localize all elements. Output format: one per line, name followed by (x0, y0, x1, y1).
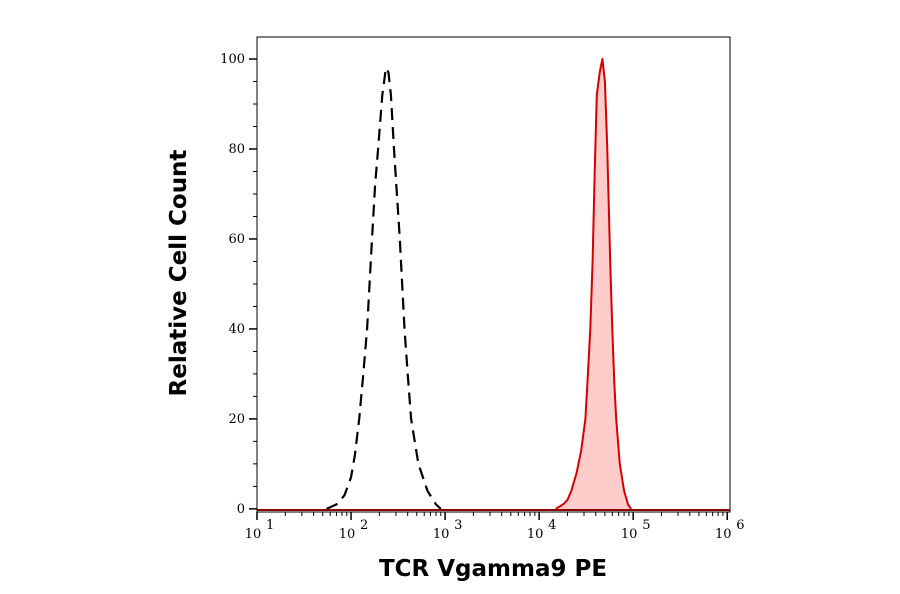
y-axis: 0 20 40 60 80 100 (220, 52, 257, 517)
y-tick-label: 100 (220, 52, 245, 67)
x-tick-exponent: 3 (454, 518, 462, 533)
x-axis: 10 1 10 2 10 3 10 4 10 5 10 6 (245, 512, 745, 542)
y-tick-label: 60 (228, 232, 245, 247)
y-axis-title: Relative Cell Count (166, 150, 192, 397)
x-tick-label: 10 (527, 527, 544, 542)
x-tick-label: 10 (433, 527, 450, 542)
y-tick-label: 80 (228, 142, 245, 157)
x-tick-label: 10 (621, 527, 638, 542)
x-tick-label: 10 (715, 527, 732, 542)
series-line-0 (326, 64, 442, 510)
x-axis-title: TCR Vgamma9 PE (379, 556, 607, 582)
y-tick-label: 40 (228, 322, 245, 337)
x-tick-exponent: 6 (736, 518, 744, 533)
series-layer (326, 58, 632, 510)
x-tick-label: 10 (339, 527, 356, 542)
x-tick-exponent: 4 (548, 518, 556, 533)
series-line-1 (555, 58, 632, 510)
x-tick-exponent: 2 (360, 518, 368, 533)
series-fill-1 (555, 59, 632, 509)
x-tick-exponent: 1 (266, 518, 274, 533)
x-tick-label: 10 (245, 527, 262, 542)
plot-frame (256, 36, 731, 513)
y-tick-label: 0 (237, 502, 245, 517)
x-tick-exponent: 5 (642, 518, 650, 533)
y-tick-label: 20 (228, 412, 245, 427)
